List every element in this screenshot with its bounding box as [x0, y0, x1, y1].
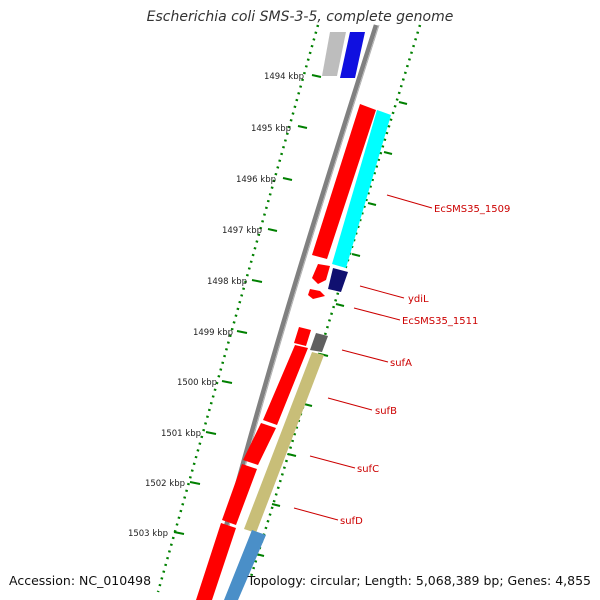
tick-mark	[282, 177, 293, 181]
leader-line	[386, 194, 433, 209]
blue-feature[interactable]	[340, 32, 365, 78]
accession-text: Accession: NC_010498	[9, 573, 152, 588]
map-title: Escherichia coli SMS-3-5, complete genom…	[146, 9, 454, 25]
inner-tick-ring-dots	[156, 24, 320, 593]
tick-label: 1500 kbp	[177, 378, 217, 388]
leader-line	[353, 307, 401, 321]
leader-line	[341, 349, 389, 363]
tick-mark	[205, 431, 217, 435]
gray-feature[interactable]	[322, 32, 346, 76]
outer-tick-mark	[398, 101, 408, 105]
tick-mark	[236, 330, 248, 334]
gene-labels: EcSMS35_1509 ydiL EcSMS35_1511 sufA sufB…	[340, 204, 510, 527]
tick-label: 1499 kbp	[193, 328, 233, 338]
tick-mark	[311, 74, 322, 78]
cds-sufc[interactable]	[222, 464, 257, 525]
tick-label: 1494 kbp	[264, 72, 304, 82]
tick-mark	[267, 228, 278, 232]
outer-tick-mark	[383, 151, 393, 155]
leader-line	[293, 507, 339, 521]
outer-tick-mark	[335, 303, 345, 307]
tick-ring	[156, 24, 422, 593]
tick-mark	[189, 481, 201, 485]
tick-label: 1496 kbp	[236, 175, 276, 185]
cds-sufa[interactable]	[263, 345, 308, 425]
cyan-feature[interactable]	[332, 110, 391, 268]
cds-sufb[interactable]	[243, 423, 276, 465]
tick-mark	[173, 531, 185, 535]
tick-labels: 1494 kbp 1495 kbp 1496 kbp 1497 kbp 1498…	[128, 72, 304, 539]
cds-ecsms35-1509[interactable]	[312, 104, 376, 259]
outer-tick-ring-dots	[248, 24, 422, 581]
gene-label-ecsms35-1511[interactable]: EcSMS35_1511	[402, 316, 478, 327]
cds-sufd[interactable]	[196, 523, 236, 600]
outer-tick-mark	[271, 503, 281, 507]
tick-label: 1495 kbp	[251, 124, 291, 134]
gene-label-sufd[interactable]: sufD	[340, 516, 363, 527]
steelblue-feature[interactable]	[224, 530, 266, 600]
leader-line	[359, 285, 405, 299]
tick-mark	[221, 380, 233, 384]
genome-summary-text: Topology: circular; Length: 5,068,389 bp…	[247, 573, 591, 588]
features[interactable]	[196, 32, 391, 600]
outer-tick-mark	[351, 253, 361, 257]
leader-line	[327, 397, 373, 411]
cds-suf-small[interactable]	[294, 327, 311, 346]
outer-tick-mark	[287, 453, 297, 457]
tick-label: 1501 kbp	[161, 429, 201, 439]
tick-label: 1497 kbp	[222, 226, 262, 236]
olive-feature[interactable]	[244, 352, 324, 533]
tick-label: 1498 kbp	[207, 277, 247, 287]
gene-label-ecsms35-1509[interactable]: EcSMS35_1509	[434, 204, 510, 215]
gene-label-sufb[interactable]: sufB	[375, 406, 397, 417]
outer-tick-mark	[303, 403, 313, 407]
cds-ydil[interactable]	[312, 264, 330, 284]
tick-label: 1503 kbp	[128, 529, 168, 539]
tick-mark	[251, 279, 263, 283]
gene-label-ydil[interactable]: ydiL	[408, 294, 429, 305]
cds-ecsms35-1511[interactable]	[308, 289, 325, 299]
tick-mark	[297, 125, 308, 129]
tick-label: 1502 kbp	[145, 479, 185, 489]
gene-label-sufc[interactable]: sufC	[357, 464, 379, 475]
navy-feature[interactable]	[328, 268, 348, 292]
outer-tick-mark	[367, 202, 377, 206]
leader-lines	[293, 194, 433, 521]
leader-line	[309, 455, 356, 469]
darkgray-feature[interactable]	[310, 333, 328, 352]
gene-label-sufa[interactable]: sufA	[390, 358, 412, 369]
